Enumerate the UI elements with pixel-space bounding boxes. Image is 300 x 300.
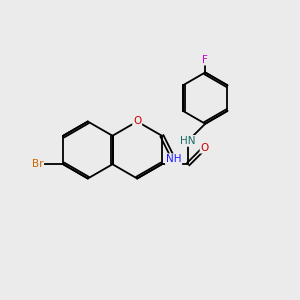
- Text: HN: HN: [180, 136, 196, 146]
- Text: F: F: [202, 55, 208, 64]
- Text: O: O: [133, 116, 141, 127]
- Text: Br: Br: [32, 159, 43, 169]
- Text: O: O: [200, 143, 209, 153]
- Text: NH: NH: [166, 154, 181, 164]
